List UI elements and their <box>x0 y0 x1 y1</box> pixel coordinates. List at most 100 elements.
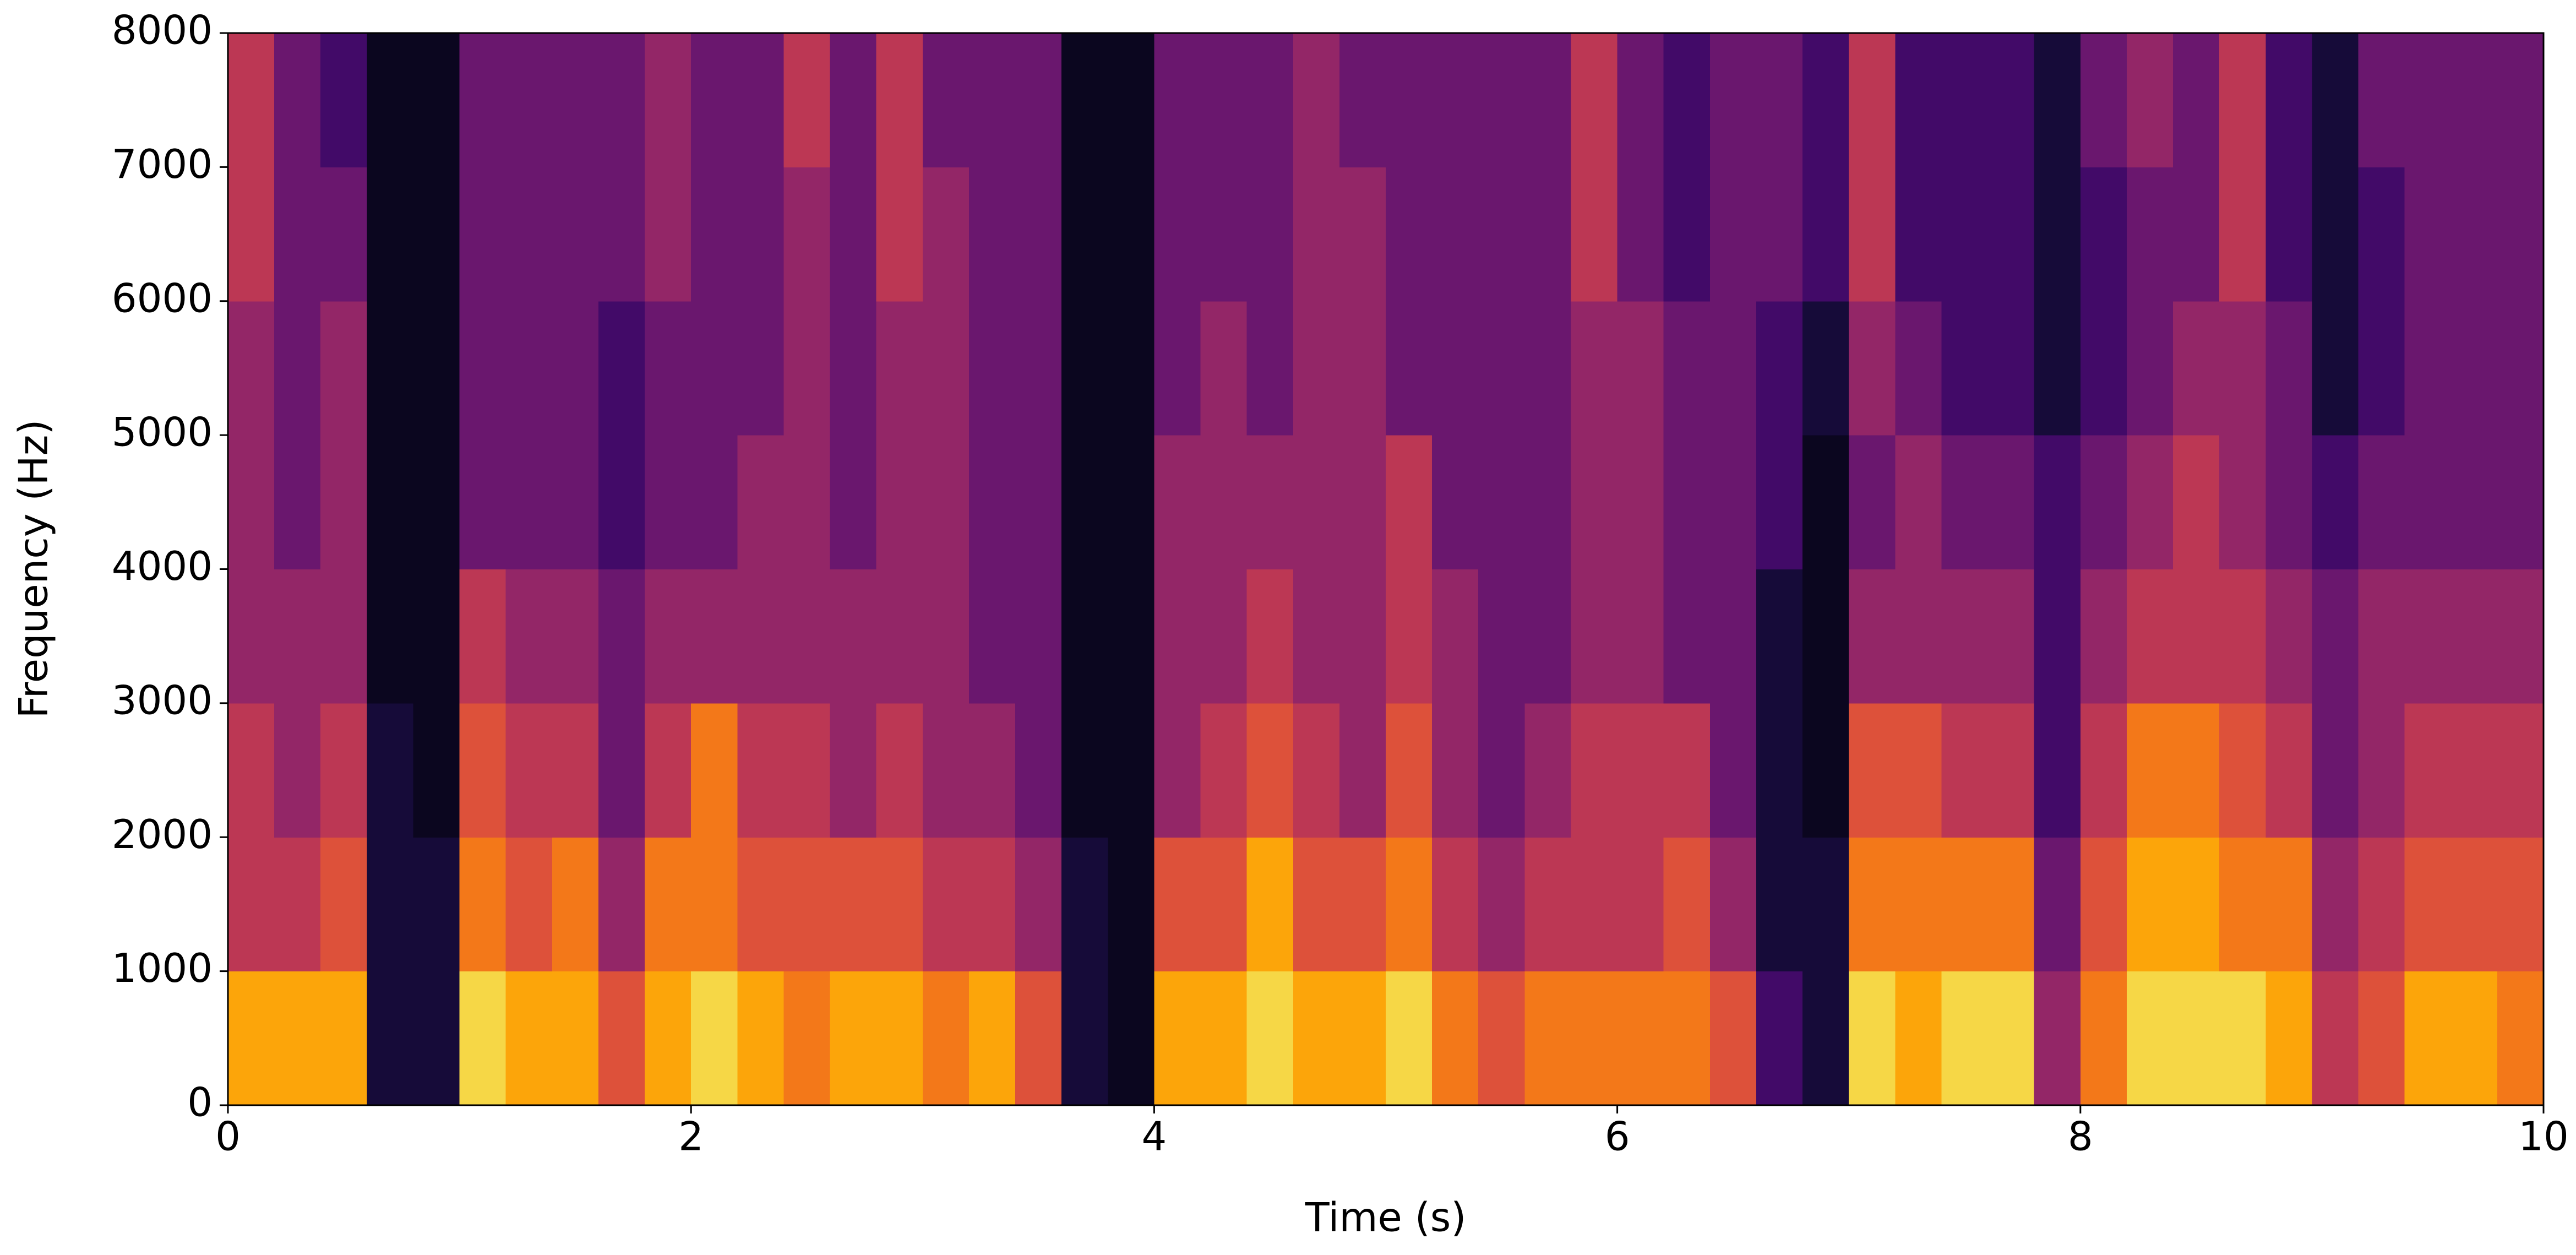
heatmap-cell <box>1200 33 1248 167</box>
heatmap-cell <box>783 703 831 838</box>
heatmap-cell <box>1015 837 1062 972</box>
heatmap-cell <box>2358 301 2405 436</box>
heatmap-cell <box>1756 703 1803 838</box>
heatmap-cell <box>1015 569 1062 704</box>
heatmap-cell <box>1246 167 1294 302</box>
heatmap-cell <box>1756 971 1803 1106</box>
heatmap-cell <box>1895 33 1942 167</box>
heatmap-cell <box>505 435 553 569</box>
heatmap-cell <box>1571 569 1618 704</box>
heatmap-cell <box>922 703 970 838</box>
heatmap-cell <box>1709 703 1757 838</box>
heatmap-cell <box>274 435 321 569</box>
heatmap-cell <box>645 33 691 167</box>
heatmap-cell <box>1386 301 1433 436</box>
heatmap-cell <box>1061 167 1108 302</box>
heatmap-cell <box>1246 971 1294 1106</box>
heatmap-cell <box>922 971 970 1106</box>
heatmap-cell <box>2450 167 2498 302</box>
heatmap-cell <box>2265 837 2312 972</box>
heatmap-cell <box>1849 971 1896 1106</box>
heatmap-cell <box>2497 569 2544 704</box>
heatmap-cell <box>1987 167 2035 302</box>
heatmap-cell <box>645 569 691 704</box>
heatmap-cell <box>2265 971 2312 1106</box>
heatmap-cell <box>1061 301 1108 436</box>
heatmap-cell <box>1154 971 1201 1106</box>
heatmap-cell <box>1061 435 1108 569</box>
heatmap-cell <box>2497 971 2544 1106</box>
heatmap-cell <box>1108 33 1154 167</box>
heatmap-cell <box>274 703 321 838</box>
heatmap-cell <box>968 435 1016 569</box>
heatmap-cell <box>2450 569 2498 704</box>
heatmap-cell <box>1478 837 1525 972</box>
heatmap-cell <box>228 435 275 569</box>
heatmap-cell <box>1386 837 1433 972</box>
heatmap-cell <box>2265 301 2312 436</box>
heatmap-cell <box>1015 167 1062 302</box>
heatmap-cell <box>2404 703 2452 838</box>
heatmap-cell <box>1154 569 1201 704</box>
heatmap-cell <box>598 703 645 838</box>
heatmap-cell <box>1895 301 1942 436</box>
heatmap-cell <box>2358 569 2405 704</box>
heatmap-cell <box>1246 703 1294 838</box>
heatmap-cell <box>968 971 1016 1106</box>
heatmap-cell <box>1941 167 1989 302</box>
heatmap-cell <box>1432 167 1479 302</box>
heatmap-cell <box>320 167 367 302</box>
heatmap-cell <box>830 971 877 1106</box>
heatmap-cell <box>1524 703 1571 838</box>
heatmap-cell <box>2312 33 2359 167</box>
heatmap-cell <box>459 569 507 704</box>
heatmap-cell <box>552 33 599 167</box>
heatmap-cell <box>2358 971 2405 1106</box>
heatmap-cell <box>320 301 367 436</box>
heatmap-cell <box>1617 33 1664 167</box>
heatmap-cell <box>2265 435 2312 569</box>
heatmap-cell <box>922 301 970 436</box>
heatmap-cell <box>2312 703 2359 838</box>
heatmap-cell <box>1293 167 1340 302</box>
heatmap-cell <box>2404 435 2452 569</box>
heatmap-cell <box>1386 435 1433 569</box>
heatmap-cell <box>1478 33 1525 167</box>
heatmap-cell <box>2126 167 2174 302</box>
heatmap-cell <box>1987 837 2035 972</box>
heatmap-cell <box>598 569 645 704</box>
y-tick-label: 1000 <box>112 945 213 991</box>
heatmap-cell <box>1339 33 1386 167</box>
heatmap-cell <box>1339 837 1386 972</box>
heatmap-cell <box>2219 167 2266 302</box>
heatmap-cell <box>876 837 923 972</box>
heatmap-cell <box>691 703 738 838</box>
heatmap-cell <box>1108 971 1154 1106</box>
heatmap-cell <box>413 435 460 569</box>
heatmap-cell <box>1386 703 1433 838</box>
x-tick-label: 2 <box>678 1113 704 1160</box>
heatmap-cell <box>598 301 645 436</box>
heatmap-cell <box>645 435 691 569</box>
heatmap-cell <box>1432 301 1479 436</box>
x-tick-label: 8 <box>2068 1113 2093 1160</box>
heatmap-cell <box>876 703 923 838</box>
heatmap-cell <box>459 971 507 1106</box>
heatmap-cell <box>1154 703 1201 838</box>
heatmap-cell <box>228 301 275 436</box>
heatmap-cell <box>505 971 553 1106</box>
heatmap-cell <box>505 837 553 972</box>
heatmap-cell <box>2080 569 2127 704</box>
heatmap-cell <box>1061 703 1108 838</box>
heatmap-cell <box>367 837 413 972</box>
heatmap-cell <box>1617 837 1664 972</box>
heatmap-cell <box>1154 435 1201 569</box>
heatmap-cell <box>459 703 507 838</box>
heatmap-cell <box>737 703 784 838</box>
y-tick-label: 5000 <box>112 409 213 455</box>
heatmap-cell <box>1432 971 1479 1106</box>
heatmap-cell <box>2404 167 2452 302</box>
heatmap-cell <box>1432 33 1479 167</box>
